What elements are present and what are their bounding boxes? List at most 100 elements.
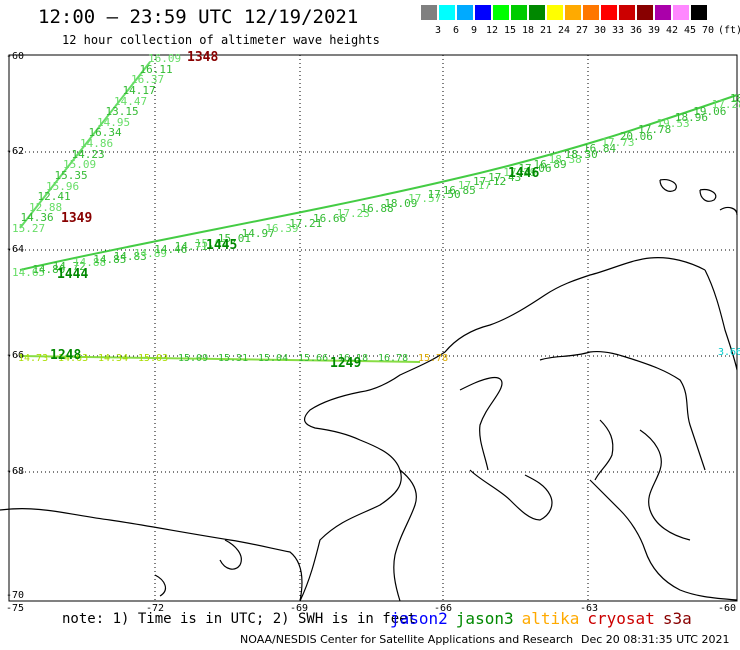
swh-label: 14.86 [80,137,114,150]
lon-label: -66 [434,603,453,614]
swh-label: 19.06 [693,104,727,118]
credit-line: NOAA/NESDIS Center for Satellite Applica… [240,633,574,646]
scale-label: 15 [503,25,517,36]
satellite-legend: jason2 jason3 altika cryosat s3a [390,609,700,628]
swh-label: 20.06 [619,129,653,143]
scale-label: 12 [485,25,499,36]
swh-label: 17.73 [601,135,635,149]
satellite-name: jason3 [455,609,514,628]
lon-label: -72 [146,603,165,614]
pass-label: 1249 [330,356,362,371]
track-1348-1349 [19,61,151,229]
scale-swatch [565,5,581,20]
scale-label: 36 [629,25,643,36]
lat-label: -66 [6,350,25,361]
swh-label: 17.78 [638,123,672,137]
altimeter-tracks [19,61,738,363]
pass-label: 1348 [187,50,219,65]
swh-label: 15.01 [194,236,229,250]
swh-label: 16.84 [582,142,617,156]
swh-label: 14.83 [113,249,147,263]
scale-label: 39 [647,25,661,36]
scale-swatch [619,5,635,20]
swh-label: 18.30 [564,148,598,162]
swh-label: 14.88 [72,256,107,270]
footer-note: note: 1) Time is in UTC; 2) SWH is in fe… [62,611,417,627]
track-1444-1446 [19,94,738,271]
swh-label: 17.06 [518,161,552,175]
scale-swatch [691,5,707,20]
pass-label: 1248 [50,348,82,363]
satellite-name: altika [521,609,580,628]
scale-swatch [655,5,671,20]
scale-label: 70 [701,25,715,36]
swh-label: 16.39 [265,222,299,236]
scale-label: 9 [470,25,478,36]
swh-label: 15.66 [298,353,329,364]
scale-swatch [547,5,563,20]
swh-label: 14.80 [32,262,66,276]
swh-label: 17.29 [503,166,537,180]
swh-label: 17.21 [289,217,323,231]
pass-label: 1444 [57,267,89,282]
lon-label: -63 [580,603,599,614]
lon-label: -75 [6,603,25,614]
swh-label: 18.38 [548,153,582,167]
swh-label: 16.85 [442,183,476,197]
scale-swatch [421,5,437,20]
swh-label: 16.89 [533,157,567,171]
pass-label: 1446 [508,166,540,181]
scale-label: 33 [611,25,625,36]
scale-label: 24 [557,25,571,36]
scale-label: 18 [521,25,535,36]
swh-label: 14.63 [58,353,89,364]
swh-label: 15.96 [46,179,80,193]
track-1248-1249 [19,355,421,363]
swh-label: 15.09 [178,353,209,364]
scale-swatch [673,5,689,20]
lat-label: -64 [6,244,25,255]
swh-label: 15.01 [217,232,251,246]
swh-label: 17.50 [427,187,461,201]
scale-swatch [601,5,617,20]
lat-label: -68 [6,466,25,477]
swh-label: 15.35 [54,168,88,182]
scale-swatch [511,5,527,20]
swh-label: 15.31 [218,353,249,364]
swh-label: 12.88 [29,200,63,214]
scale-label: 42 [665,25,679,36]
lon-label: -69 [290,603,309,614]
swh-label: 16.37 [131,73,165,87]
swh-label: 14.97 [241,227,275,241]
scale-swatch [475,5,491,20]
satellite-name: cryosat [587,609,655,628]
scale-label: 6 [452,25,460,36]
scale-label: 45 [683,25,697,36]
swh-label: 14.46 [154,243,188,257]
swh-label: 16.18 [338,353,369,364]
swh-label: 16.11 [139,62,173,76]
swh-label: 14.23 [71,147,105,161]
scale-label: 30 [593,25,607,36]
swh-label: 18.09 [384,197,418,211]
swh-label: 14.85 [93,253,127,267]
scale-swatch [583,5,599,20]
pass-label: 1445 [206,238,238,253]
swh-label: 17.23 [336,207,370,221]
swh-label: 14.72 [52,259,86,273]
swh-label: 13.15 [105,105,139,119]
scale-swatch [637,5,653,20]
satellite-name: jason2 [390,609,448,628]
scale-label: (ft) [718,25,740,36]
swh-label: 14.17 [122,83,156,97]
swh-label: 18.3 [730,92,740,105]
swh-label: 14.47 [114,94,148,108]
swh-label: 16.09 [148,52,182,65]
swh-label: 17.17 [457,179,491,193]
swh-label: 14.34 [98,353,129,364]
swh-label: 16.78 [378,353,409,364]
scale-swatch [457,5,473,20]
swh-label: 14.89 [133,246,168,260]
scale-swatch [529,5,545,20]
swh-label: 16.66 [312,212,347,226]
